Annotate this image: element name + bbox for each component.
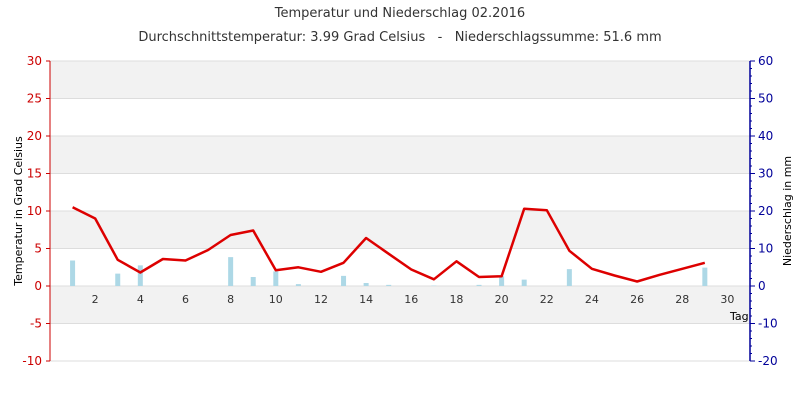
right-tick-label: 40 xyxy=(758,129,773,143)
precipitation-bar xyxy=(70,260,76,286)
precipitation-bar xyxy=(521,279,527,286)
band xyxy=(50,98,750,136)
left-tick-label: 10 xyxy=(27,204,42,218)
precipitation-bar xyxy=(137,265,143,286)
band xyxy=(50,61,750,99)
right-axis-label: Niederschlag in mm xyxy=(781,156,794,266)
precipitation-bar xyxy=(363,283,369,286)
band xyxy=(50,136,750,174)
right-tick-label: 60 xyxy=(758,54,773,68)
x-tick-label: 12 xyxy=(314,293,328,306)
right-tick-label: 30 xyxy=(758,167,773,181)
x-tick-label: 28 xyxy=(675,293,689,306)
chart-title: Temperatur und Niederschlag 02.2016 xyxy=(274,6,525,21)
precipitation-bar xyxy=(702,267,708,286)
left-axis-label: Temperatur in Grad Celsius xyxy=(12,136,25,287)
precipitation-bar xyxy=(476,284,482,286)
left-tick-label: 20 xyxy=(27,129,42,143)
left-tick-label: 25 xyxy=(27,92,42,106)
precipitation-bar xyxy=(115,273,121,286)
precipitation-bar xyxy=(228,257,234,286)
x-tick-label: 22 xyxy=(540,293,554,306)
precipitation-bar xyxy=(566,269,572,286)
right-tick-label: -20 xyxy=(758,354,778,368)
x-tick-label: 24 xyxy=(585,293,599,306)
chart-subtitle: Durchschnittstemperatur: 3.99 Grad Celsi… xyxy=(138,30,661,45)
x-tick-label: 26 xyxy=(630,293,644,306)
left-axis-ticks: -10 -5 0 5 10 15 20 25 30 xyxy=(22,54,50,368)
grid-lines xyxy=(50,60,750,362)
x-tick-label: 8 xyxy=(227,293,234,306)
x-tick-label: 30 xyxy=(720,293,734,306)
band xyxy=(50,211,750,249)
x-tick-label: 2 xyxy=(92,293,99,306)
right-tick-label: -10 xyxy=(758,317,778,331)
precipitation-bar xyxy=(295,284,301,286)
band xyxy=(50,173,750,211)
background-bands xyxy=(50,61,750,361)
x-tick-label: 4 xyxy=(137,293,144,306)
left-tick-label: 5 xyxy=(34,242,42,256)
x-axis-ticks: 2 4 6 8 10 12 14 16 18 20 22 24 26 28 30 xyxy=(92,293,735,306)
left-tick-label: -5 xyxy=(30,317,42,331)
right-axis-ticks: -20 -10 0 10 20 30 40 50 60 xyxy=(750,54,778,368)
precipitation-bar xyxy=(273,271,279,286)
precipitation-bars xyxy=(70,257,708,286)
right-tick-label: 50 xyxy=(758,92,773,106)
x-tick-label: 6 xyxy=(182,293,189,306)
band xyxy=(50,323,750,361)
left-tick-label: -10 xyxy=(22,354,42,368)
precipitation-bar xyxy=(499,276,505,286)
x-tick-label: 14 xyxy=(359,293,373,306)
right-tick-label: 0 xyxy=(758,279,766,293)
left-tick-label: 30 xyxy=(27,54,42,68)
right-tick-label: 10 xyxy=(758,242,773,256)
precipitation-bar xyxy=(250,277,256,286)
x-tick-label: 20 xyxy=(495,293,509,306)
band xyxy=(50,286,750,324)
precipitation-bar xyxy=(386,284,392,286)
left-tick-label: 0 xyxy=(34,279,42,293)
left-tick-label: 15 xyxy=(27,167,42,181)
right-tick-label: 20 xyxy=(758,204,773,218)
x-tick-label: 18 xyxy=(449,293,463,306)
x-tick-label: 10 xyxy=(269,293,283,306)
temperature-line xyxy=(72,206,706,283)
x-tick-label: 16 xyxy=(404,293,418,306)
x-axis-label: Tag xyxy=(729,310,749,323)
precipitation-bar xyxy=(341,275,347,286)
